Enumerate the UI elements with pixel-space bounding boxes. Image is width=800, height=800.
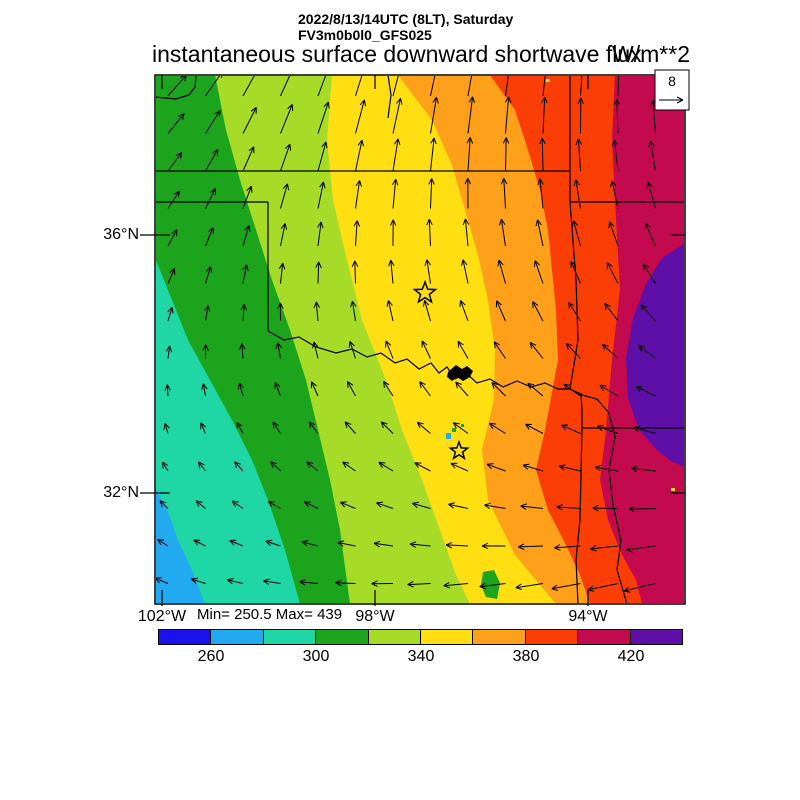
colorbar-label-260: 260 [197,648,225,665]
plot-title: instantaneous surface downward shortwave… [152,41,642,67]
colorbar-segment [473,630,526,644]
colorbar-label-380: 380 [512,648,540,665]
model-name-label: FV3m0b0l0_GFS025 [298,27,432,43]
band-280-300-teal [156,260,300,603]
reference-vector-value: 8 [668,73,676,89]
lon-label-102w: 102°W [137,608,187,625]
map-frame [154,74,686,605]
colorbar-label-300: 300 [302,648,330,665]
colorbar-label-420: 420 [617,648,645,665]
colorbar-segment [630,630,683,644]
lat-label-36n: 36°N [103,226,139,243]
run-datetime-label: 2022/8/13/14UTC (8LT), Saturday [298,11,514,27]
lon-label-98w: 98°W [355,608,395,625]
colorbar-segment [316,630,369,644]
band-420-440-purple [626,243,684,467]
minmax-stats: Min= 250.5 Max= 439 [197,606,343,623]
flux-field [156,76,684,603]
colorbar-segment [421,630,474,644]
city-star-marker [448,439,470,461]
colorbar-segment [263,630,317,644]
wind-arrows [156,76,657,593]
colorbar-segment [211,630,264,644]
colorbar-segment [159,630,212,644]
reference-vector-arrow [659,96,684,104]
reference-vector-box: 8 [654,69,690,111]
colorbar-segment [578,630,631,644]
green-pocket-south [481,570,500,599]
units-label: W/m**2 [612,41,690,67]
city-star-marker [412,279,438,304]
lat-label-32n: 32°N [103,484,139,501]
lon-label-94w: 94°W [568,608,608,625]
city-stars [412,279,470,461]
band-260-280-skyblue [156,488,205,603]
colorbar-segment [525,630,579,644]
colorbar-label-340: 340 [407,648,435,665]
colorbar [158,629,683,645]
colorbar-segment [368,630,422,644]
